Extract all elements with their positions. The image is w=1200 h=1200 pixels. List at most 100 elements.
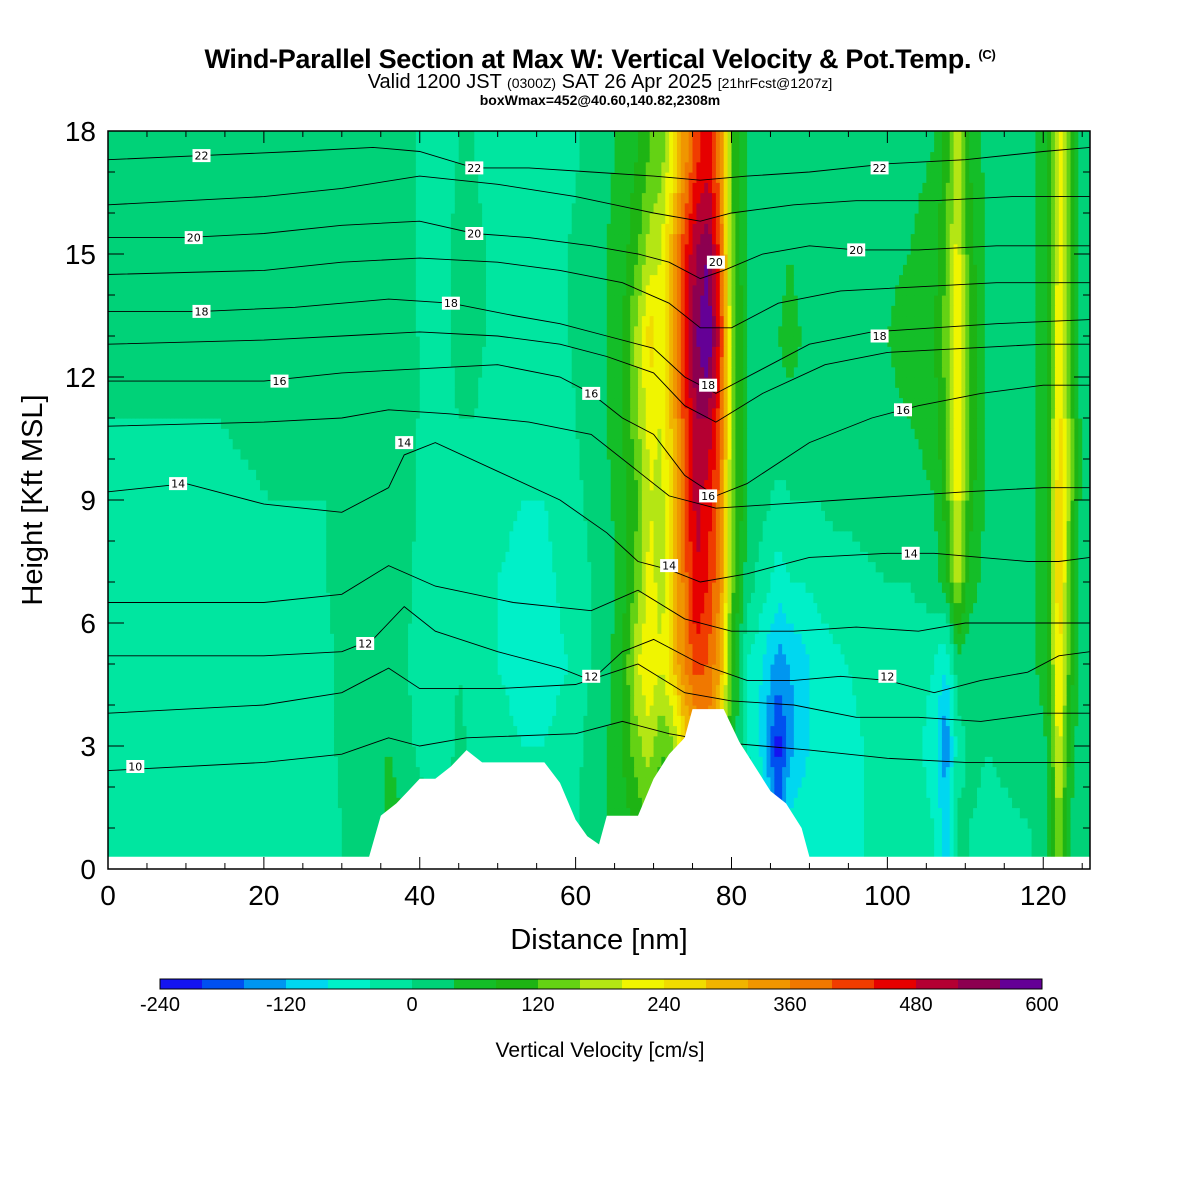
field-cell (162, 797, 168, 809)
field-cell (587, 817, 592, 829)
field-cell (388, 684, 394, 696)
field-cell (696, 684, 701, 696)
field-cell (840, 828, 846, 839)
field-cell (992, 838, 998, 850)
field-cell (976, 674, 982, 686)
field-cell (856, 756, 861, 768)
field-cell (213, 735, 218, 747)
field-cell (119, 674, 125, 686)
field-cell (579, 776, 585, 788)
field-cell (108, 848, 113, 860)
field-cell (1058, 756, 1064, 768)
field-cell (782, 787, 787, 798)
field-cell (166, 756, 171, 768)
field-cell (821, 684, 826, 696)
field-cell (478, 674, 483, 686)
field-cell (1082, 838, 1087, 850)
field-cell (871, 725, 877, 737)
field-cell (353, 684, 358, 696)
field-cell (341, 838, 347, 850)
field-cell (193, 725, 199, 737)
field-cell (271, 776, 277, 788)
field-cell (754, 684, 760, 696)
field-cell (622, 664, 627, 675)
field-cell (201, 817, 207, 829)
field-cell (447, 684, 452, 696)
field-cell (891, 797, 896, 809)
field-cell (871, 705, 877, 716)
field-cell (205, 756, 210, 768)
field-cell (856, 828, 861, 839)
field-cell (521, 725, 526, 737)
field-cell (1058, 828, 1064, 839)
field-cell (478, 735, 483, 747)
field-cell (789, 674, 795, 686)
field-cell (431, 715, 436, 727)
field-cell (1066, 735, 1072, 747)
field-cell (879, 746, 885, 757)
field-cell (482, 735, 487, 747)
field-cell (458, 715, 464, 727)
field-cell (840, 817, 846, 829)
field-cell (793, 746, 799, 757)
field-cell (295, 756, 300, 768)
field-cell (1086, 735, 1090, 747)
field-cell (610, 705, 616, 716)
field-cell (221, 807, 226, 819)
field-cell (610, 787, 616, 798)
field-cell (1086, 807, 1090, 819)
field-cell (938, 674, 943, 686)
field-cell (505, 674, 510, 686)
field-cell (345, 787, 351, 798)
field-cell (1012, 684, 1017, 696)
field-cell (119, 766, 125, 778)
field-cell (158, 776, 164, 788)
field-cell (423, 725, 429, 737)
field-cell (357, 817, 362, 829)
field-cell (182, 766, 187, 778)
field-cell (224, 787, 230, 798)
field-cell (899, 838, 904, 850)
field-cell (404, 694, 409, 706)
field-cell (415, 684, 421, 696)
field-cell (135, 715, 140, 727)
field-cell (949, 694, 955, 706)
field-cell (489, 725, 495, 737)
field-cell (665, 735, 670, 747)
field-cell (571, 787, 577, 798)
field-cell (1062, 787, 1068, 798)
field-cell (992, 705, 998, 716)
field-cell (634, 756, 639, 768)
field-cell (1023, 787, 1029, 798)
field-cell (450, 756, 456, 768)
field-cell (213, 756, 218, 768)
field-cell (330, 735, 335, 747)
field-cell (376, 684, 382, 696)
field-cell (860, 705, 865, 716)
field-cell (634, 674, 639, 686)
field-cell (758, 735, 764, 747)
field-cell (883, 766, 888, 778)
field-cell (513, 756, 518, 768)
field-cell (1004, 694, 1009, 706)
field-cell (236, 715, 242, 727)
field-cell (182, 684, 187, 696)
field-cell (571, 715, 577, 727)
field-cell (384, 756, 390, 768)
field-cell (622, 674, 627, 686)
field-cell (595, 746, 600, 757)
field-cell (287, 694, 292, 706)
field-cell (1012, 817, 1017, 829)
field-cell (193, 817, 199, 829)
field-cell (641, 694, 647, 706)
field-cell (162, 817, 168, 829)
field-cell (108, 756, 113, 768)
field-cell (178, 756, 183, 768)
field-cell (279, 828, 284, 839)
field-cell (883, 694, 888, 706)
field-cell (146, 828, 152, 839)
field-cell (992, 715, 998, 727)
field-cell (622, 756, 627, 768)
field-cell (1070, 787, 1076, 798)
field-cell (322, 694, 327, 706)
